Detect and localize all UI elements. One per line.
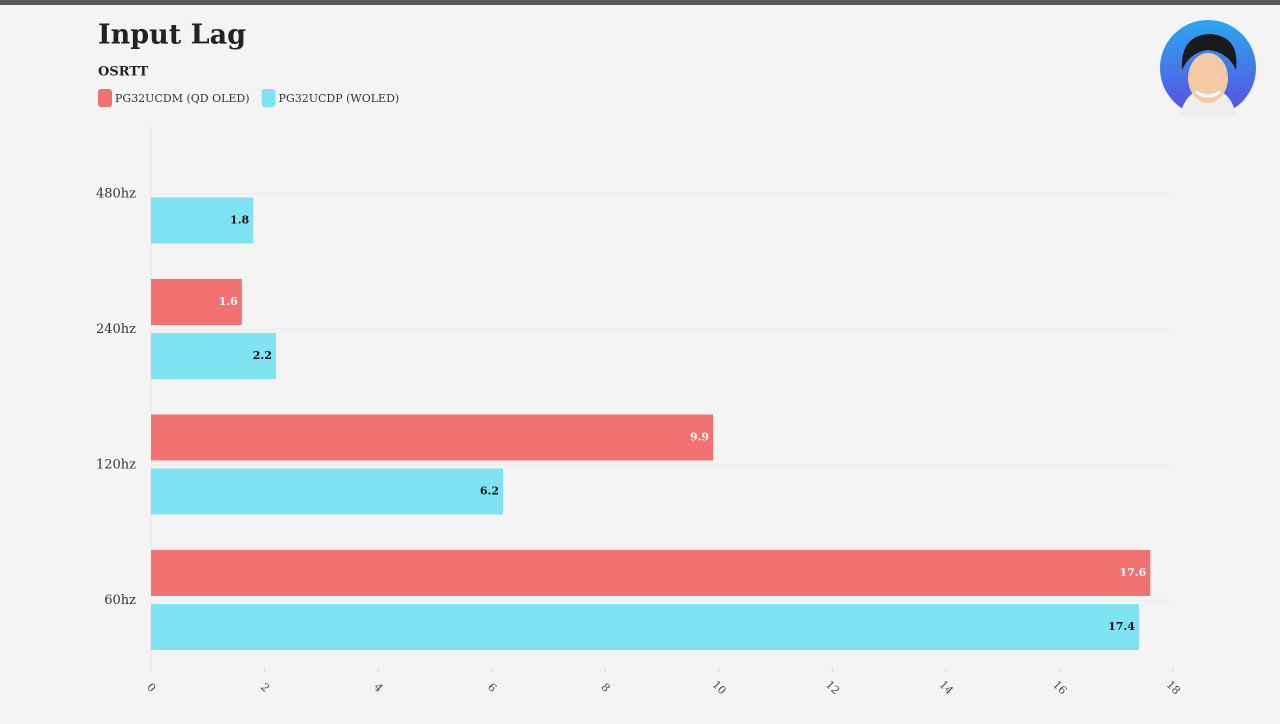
bar (151, 333, 276, 379)
chart-title: Input Lag (98, 20, 246, 51)
bar (151, 550, 1151, 596)
data-label: 6.2 (480, 485, 499, 498)
bar (151, 279, 242, 325)
legend-swatch (261, 89, 276, 107)
x-tick-label: 18 (1164, 678, 1183, 697)
x-tick-label: 2 (258, 681, 272, 695)
y-tick-label: 240hz (96, 322, 136, 337)
x-tick-label: 14 (937, 678, 956, 697)
legend-label: PG32UCDP (WOLED) (279, 92, 400, 105)
data-label: 17.4 (1108, 620, 1135, 633)
bar (151, 468, 504, 515)
chart-subtitle: OSRTT (98, 65, 148, 80)
x-tick-label: 0 (144, 681, 158, 695)
x-tick-label: 4 (371, 681, 385, 695)
x-tick-label: 16 (1050, 678, 1069, 697)
x-tick-label: 12 (823, 678, 842, 697)
data-label: 2.2 (253, 349, 272, 362)
bar (151, 414, 714, 461)
y-tick-label: 120hz (96, 457, 136, 472)
x-tick-label: 8 (599, 681, 613, 695)
avatar (1160, 20, 1256, 116)
x-tick-label: 10 (710, 678, 729, 697)
data-label: 9.9 (690, 431, 709, 444)
x-tick-label: 6 (485, 681, 499, 695)
data-label: 1.6 (219, 295, 238, 308)
bar (151, 604, 1139, 650)
legend-label: PG32UCDM (QD OLED) (115, 92, 250, 105)
top-bar (0, 0, 1280, 5)
legend-swatch (98, 89, 112, 107)
data-label: 17.6 (1119, 566, 1146, 579)
y-tick-label: 480hz (96, 186, 136, 201)
data-label: 1.8 (230, 214, 249, 227)
y-tick-label: 60hz (104, 593, 136, 608)
plot: 0 2 4 6 8 10 12 14 16 18 480hz 1.8 240hz 1.6 2.2 120hz 9… (96, 126, 1183, 697)
legend: PG32UCDM (QD OLED) PG32UCDP (WOLED) (98, 89, 399, 107)
bar (151, 197, 254, 244)
